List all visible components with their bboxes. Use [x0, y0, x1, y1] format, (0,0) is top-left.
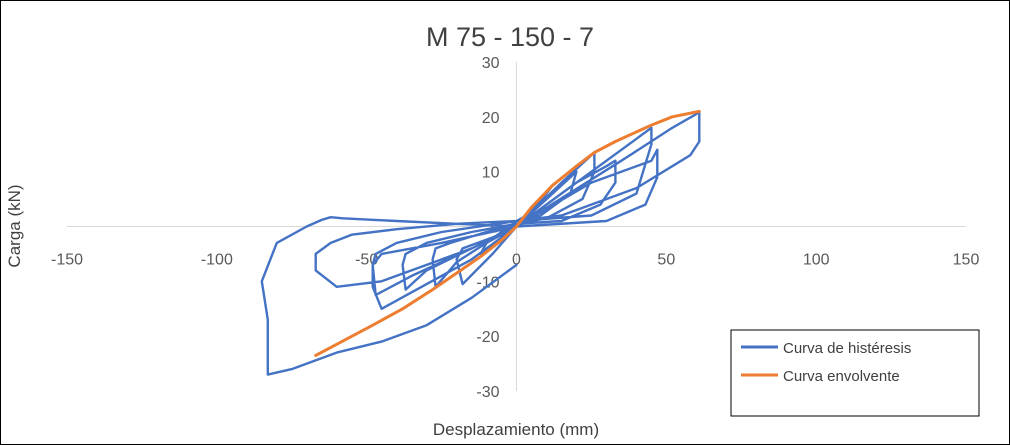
- y-tick-label: -30: [476, 384, 499, 401]
- chart-title: M 75 - 150 - 7: [426, 22, 594, 52]
- x-tick-label: 0: [512, 252, 521, 269]
- legend: Curva de histéresis Curva envolvente: [730, 329, 980, 417]
- series-line-histeresis: [260, 110, 701, 376]
- x-tick-label: 50: [657, 252, 675, 269]
- plot-area: [260, 109, 701, 376]
- x-tick-label: 100: [803, 252, 830, 269]
- legend-label: Curva envolvente: [783, 368, 900, 385]
- x-tick-label: -100: [201, 252, 233, 269]
- series-line-envolvente: [314, 109, 701, 357]
- legend-label: Curva de histéresis: [783, 340, 911, 357]
- x-tick-label: 150: [953, 252, 980, 269]
- x-tick-label: -150: [51, 252, 83, 269]
- y-tick-label: 10: [482, 165, 500, 182]
- y-tick-label: 30: [482, 55, 500, 72]
- y-tick-label: 20: [482, 110, 500, 127]
- x-axis-title: Desplazamiento (mm): [433, 420, 599, 439]
- y-axis-title: Carga (kN): [5, 184, 24, 267]
- y-tick-label: -10: [476, 274, 499, 291]
- y-tick-label: -20: [476, 329, 499, 346]
- legend-box: [730, 329, 980, 417]
